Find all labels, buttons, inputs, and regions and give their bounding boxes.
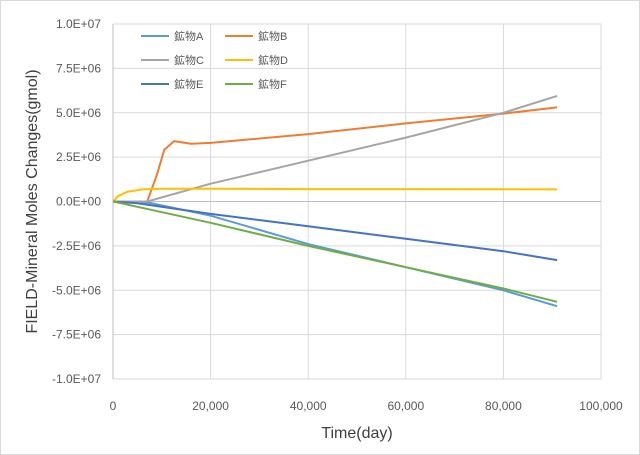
legend-label: 鉱物B bbox=[258, 29, 287, 43]
series-line-2 bbox=[113, 106, 558, 203]
axes: 1.0E+07 7.5E+06 5.0E+06 2.5E+06 0.0E+00 -2.5E… bbox=[52, 17, 623, 413]
series-line-5 bbox=[112, 200, 558, 262]
y-tick-label: 0.0E+00 bbox=[56, 195, 101, 209]
y-tick-label: 1.0E+07 bbox=[56, 17, 101, 31]
legend-label: 鉱物D bbox=[258, 53, 288, 67]
y-tick-label: 5.0E+06 bbox=[56, 106, 101, 120]
y-tick-label: -2.5E+06 bbox=[52, 239, 101, 253]
x-axis-title: Time(day) bbox=[321, 425, 392, 442]
legend-label: 鉱物A bbox=[174, 29, 204, 43]
x-tick-label: 0 bbox=[110, 399, 117, 413]
y-tick-label: -5.0E+06 bbox=[52, 283, 101, 297]
x-tick-label: 60,000 bbox=[387, 399, 424, 413]
legend-label: 鉱物E bbox=[174, 77, 203, 91]
y-tick-label: 2.5E+06 bbox=[56, 150, 101, 164]
y-axis-title: FIELD-Mineral Moles Changes(gmol) bbox=[24, 69, 41, 333]
x-tick-label: 40,000 bbox=[290, 399, 327, 413]
x-tick-label: 80,000 bbox=[485, 399, 522, 413]
series-lines bbox=[112, 94, 558, 308]
legend-label: 鉱物F bbox=[258, 77, 287, 91]
series-line-6 bbox=[112, 200, 558, 303]
legend: 鉱物A 鉱物B 鉱物C 鉱物D 鉱物E 鉱物F bbox=[141, 29, 288, 91]
x-tick-label: 100,000 bbox=[579, 399, 623, 413]
series-line-3 bbox=[113, 94, 558, 203]
y-tick-label: 7.5E+06 bbox=[56, 61, 101, 75]
x-tick-label: 20,000 bbox=[192, 399, 229, 413]
series-line-4 bbox=[112, 187, 558, 203]
y-tick-label: -7.5E+06 bbox=[52, 328, 101, 342]
legend-label: 鉱物C bbox=[174, 53, 204, 67]
y-tick-label: -1.0E+07 bbox=[52, 372, 101, 386]
